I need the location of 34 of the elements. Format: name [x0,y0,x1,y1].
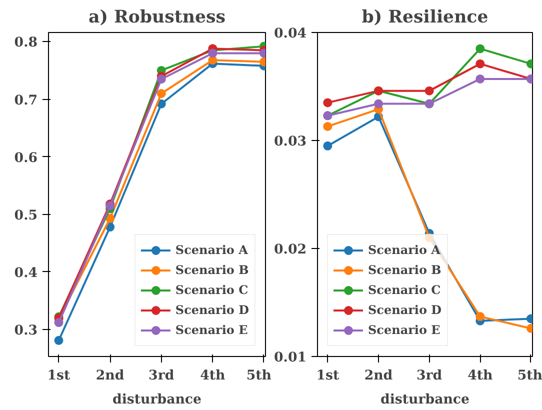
x-tick-label: 1st [316,368,340,384]
y-tick-label: 0.04 [274,26,307,42]
legend-label: Scenario E [175,323,248,337]
x-tick-label: 4th [200,368,226,384]
x-axis-title: disturbance [380,392,470,408]
y-tick-label: 0.8 [14,34,38,51]
y-tick-label: 0.02 [274,242,307,258]
legend-label: Scenario B [368,263,442,277]
y-tick-label: 0.5 [14,207,38,224]
x-tick-label: 2nd [364,368,393,384]
y-tick-label: 0.01 [274,350,307,366]
x-tick-label: 5th [517,368,542,384]
legend-label: Scenario C [368,283,441,297]
legend-label: Scenario E [368,323,440,337]
legend-label: Scenario D [175,303,249,317]
x-tick-label: 3rd [416,368,442,384]
x-tick-label: 1st [47,368,72,384]
x-tick-label: 2nd [96,368,124,384]
y-tick-label: 0.7 [14,92,38,108]
legend-label: Scenario C [175,283,248,297]
x-axis-title: disturbance [112,392,202,408]
x-tick-label: 4th [468,368,494,384]
y-tick-label: 0.4 [14,264,38,281]
y-tick-label: 0.6 [14,150,38,166]
x-tick-label: 3rd [148,368,174,384]
legend-label: Scenario A [175,243,248,257]
y-tick-label: 0.3 [14,322,38,338]
x-tick-label: 5th [246,368,272,384]
chart-title: b) Resilience [362,8,488,28]
chart-title: a) Robustness [88,8,226,28]
legend-label: Scenario D [368,303,442,317]
legend-label: Scenario B [175,263,249,277]
y-tick-label: 0.03 [274,134,307,150]
legend-label: Scenario A [368,243,440,257]
